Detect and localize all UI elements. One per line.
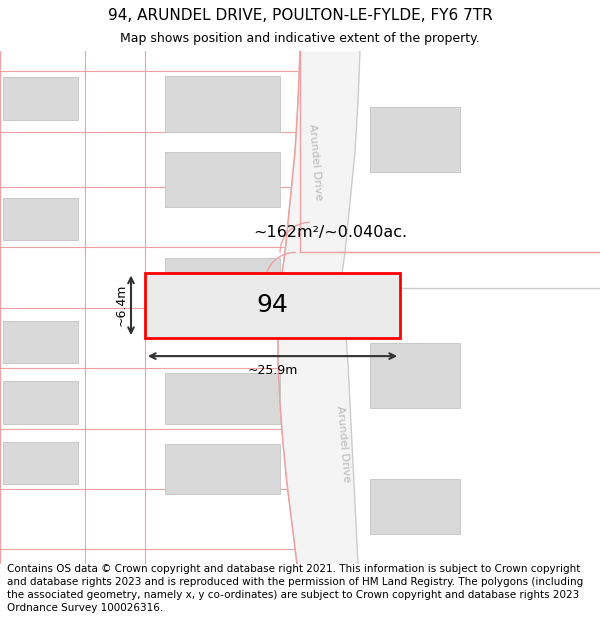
Bar [165, 76, 280, 132]
Text: ~6.4m: ~6.4m [115, 284, 128, 326]
Text: Arundel Drive: Arundel Drive [307, 123, 323, 201]
Bar [165, 444, 280, 494]
Bar [3, 78, 78, 119]
Text: Map shows position and indicative extent of the property.: Map shows position and indicative extent… [120, 32, 480, 45]
Text: 94, ARUNDEL DRIVE, POULTON-LE-FYLDE, FY6 7TR: 94, ARUNDEL DRIVE, POULTON-LE-FYLDE, FY6… [107, 8, 493, 22]
Text: Contains OS data © Crown copyright and database right 2021. This information is : Contains OS data © Crown copyright and d… [7, 564, 583, 612]
Bar [165, 258, 280, 308]
Bar [3, 442, 78, 484]
Bar [370, 343, 460, 408]
Text: ~162m²/~0.040ac.: ~162m²/~0.040ac. [253, 225, 407, 240]
Bar [165, 152, 280, 208]
Text: ~25.9m: ~25.9m [247, 364, 298, 377]
Bar [3, 198, 78, 241]
Text: Arundel Drive: Arundel Drive [335, 405, 352, 482]
Bar [370, 479, 460, 534]
Polygon shape [278, 51, 360, 564]
Bar [165, 373, 280, 424]
Bar [145, 272, 400, 338]
Bar [3, 321, 78, 363]
Bar [3, 381, 78, 424]
Bar [370, 107, 460, 172]
Text: 94: 94 [257, 293, 289, 318]
